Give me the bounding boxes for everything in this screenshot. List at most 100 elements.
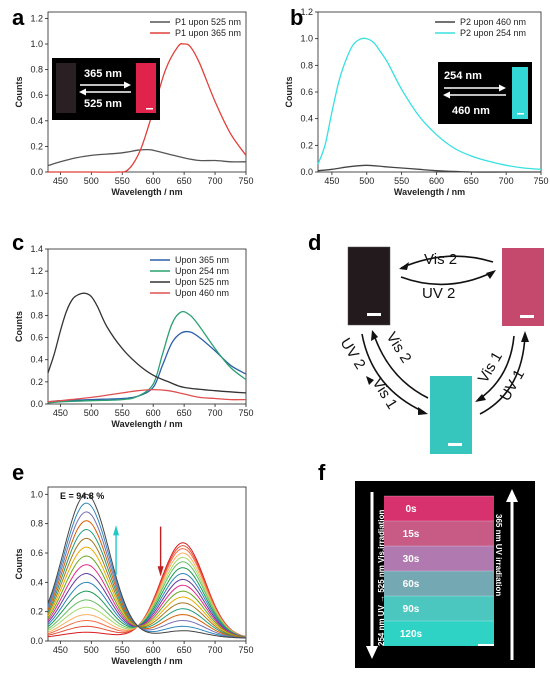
arrowhead-right-icon: [499, 84, 506, 92]
chart-a-legend-entry: P1 upon 365 nm: [175, 28, 241, 38]
chart-e-ytick-label: 0.6: [30, 548, 43, 558]
chart-e-spectrum-line: [47, 564, 247, 638]
chart-b-series-line-1: [317, 164, 541, 173]
chart-e-ytick-label: 0.2: [30, 607, 43, 617]
chart-e-ytick-label: 0.4: [30, 577, 43, 587]
scheme-d-arc-left-inner: [372, 331, 429, 399]
arrowhead-up-icon: [521, 331, 529, 342]
scheme-d-arc-right-inner: [477, 335, 515, 401]
chart-b-legend-entry: P2 upon 254 nm: [460, 28, 526, 38]
arrowhead-right-icon: [418, 407, 428, 415]
chart-b-ytick-label: 0.6: [300, 87, 313, 97]
chart-b-ytick-label: 1.2: [300, 7, 313, 17]
chart-e-ytick-label: 0.8: [30, 519, 43, 529]
scheme-d-label-left-inner: Vis 2: [383, 329, 415, 366]
chart-b-xtick-label: 500: [359, 176, 374, 186]
inset-a: 365 nm 525 nm: [52, 58, 160, 120]
scheme-d-pink-sample: [502, 248, 544, 326]
chart-c-xtick-label: 500: [84, 408, 99, 418]
chart-c-plot-frame: [47, 248, 247, 405]
chart-c-ytick-label: 1.4: [30, 244, 43, 254]
chart-a-series-line-2: [47, 43, 247, 173]
chart-a-xtick-label: 500: [84, 176, 99, 186]
chart-c-xaxis-label: Wavelength / nm: [111, 419, 182, 429]
chart-e-spectrum-line: [47, 546, 247, 638]
chart-c-ytick-label: 1.2: [30, 266, 43, 276]
chart-b-legend-entry: P2 upon 460 nm: [460, 17, 526, 27]
panel-f-band: [384, 596, 494, 621]
inset-b-scalebar: [517, 113, 524, 115]
chart-c-legend-entry: Upon 460 nm: [175, 288, 229, 298]
panel-label-b: b: [290, 5, 303, 30]
chart-e-xtick-label: 750: [238, 645, 253, 655]
chart-c-xtick-label: 450: [53, 408, 68, 418]
chart-e-spectrum-line: [47, 493, 247, 639]
chart-b-xtick-label: 700: [499, 176, 514, 186]
chart-e-spectrum-line: [47, 511, 247, 639]
chart-panel-e: 450 500 550 600 650 700 750 0.0 0.2 0.4 0.6 0.8 1.0 W…: [14, 486, 254, 666]
chart-b-xtick-label: 600: [429, 176, 444, 186]
chart-e-xtick-label: 600: [146, 645, 161, 655]
chart-e-xtick-label: 700: [208, 645, 223, 655]
chart-b-ytick-label: 0.2: [300, 140, 313, 150]
chart-e-spectrum-line: [47, 561, 247, 638]
scheme-d: Vis 2 UV 2 UV 2 Vis 2 Vis 1 Vis 1 UV 1: [337, 246, 544, 454]
scheme-d-cyan-sample: [430, 376, 472, 454]
chart-b-yaxis-label: Counts: [284, 77, 294, 108]
chart-a-xtick-label: 450: [53, 176, 68, 186]
chart-e-ytick-label: 0.0: [30, 636, 43, 646]
chart-e-spectrum-line: [47, 502, 247, 639]
arrowhead-left-icon: [79, 88, 86, 96]
scheme-d-label-right-outer: UV 1: [497, 367, 528, 404]
chart-e-spectrum-line: [47, 567, 247, 638]
arrow-down-icon: [366, 646, 378, 659]
inset-a-dark-sample: [56, 63, 76, 113]
chart-c-series-line-2: [47, 310, 247, 404]
scheme-d-scalebar: [367, 313, 381, 316]
chart-e-spectrum-line: [47, 520, 247, 639]
chart-c-ytick-label: 0.8: [30, 310, 43, 320]
chart-e-spectrum-line: [47, 529, 247, 639]
arrowhead-up-icon: [371, 330, 378, 341]
chart-e-ytick-label: 1.0: [30, 489, 43, 499]
arrow-down-icon: [157, 566, 164, 577]
chart-b-xtick-label: 550: [394, 176, 409, 186]
chart-a-ytick-label: 1.2: [30, 13, 43, 23]
panel-f-band: [384, 521, 494, 546]
panel-label-e: e: [12, 460, 24, 485]
panel-f-time-label: 90s: [403, 604, 420, 615]
chart-c-series-line-4: [47, 388, 247, 403]
chart-panel-c: 450 500 550 600 650 700 750 0.0 0.2 0.4 0.6 0.8 1.0 1…: [14, 244, 254, 429]
chart-e-xaxis-label: Wavelength / nm: [111, 656, 182, 666]
arrow-up-icon: [506, 489, 518, 502]
scheme-d-scalebar: [520, 315, 534, 318]
panel-f-band: [384, 621, 494, 646]
chart-a-xtick-label: 650: [177, 176, 192, 186]
arrowhead-left-icon: [443, 91, 450, 99]
chart-a-ytick-label: 0.6: [30, 90, 43, 100]
panel-label-d: d: [308, 230, 321, 255]
chart-b-ytick-label: 0.8: [300, 60, 313, 70]
chart-c-ytick-label: 0.4: [30, 355, 43, 365]
arrow-up-icon: [113, 525, 120, 536]
scheme-d-dark-sample: [347, 246, 391, 326]
inset-a-scalebar: [146, 108, 153, 110]
chart-c-ytick-label: 0.2: [30, 377, 43, 387]
scheme-d-arc-top-lower: [400, 271, 494, 286]
panel-f-time-label: 60s: [403, 579, 420, 590]
chart-b-ytick-label: 0.0: [300, 167, 313, 177]
chart-panel-a: 450 500 550 600 650 700 750 0.0 0.2 0.4 0.6 0.8 1.0 1…: [14, 11, 254, 197]
arrowhead-right-icon: [124, 81, 131, 89]
chart-a-ytick-label: 1.0: [30, 39, 43, 49]
chart-a-ytick-label: 0.4: [30, 116, 43, 126]
scheme-d-scalebar: [448, 443, 462, 446]
panel-f-time-label: 30s: [403, 554, 420, 565]
chart-e-spectrum-line: [47, 552, 247, 638]
chart-a-xtick-label: 700: [208, 176, 223, 186]
chart-e-plot-frame: [47, 486, 247, 642]
chart-c-yaxis-label: Counts: [14, 311, 24, 342]
scheme-d-label-top-upper: Vis 2: [424, 251, 457, 268]
chart-b-xtick-label: 650: [464, 176, 479, 186]
chart-b-xaxis-label: Wavelength / nm: [394, 187, 465, 197]
